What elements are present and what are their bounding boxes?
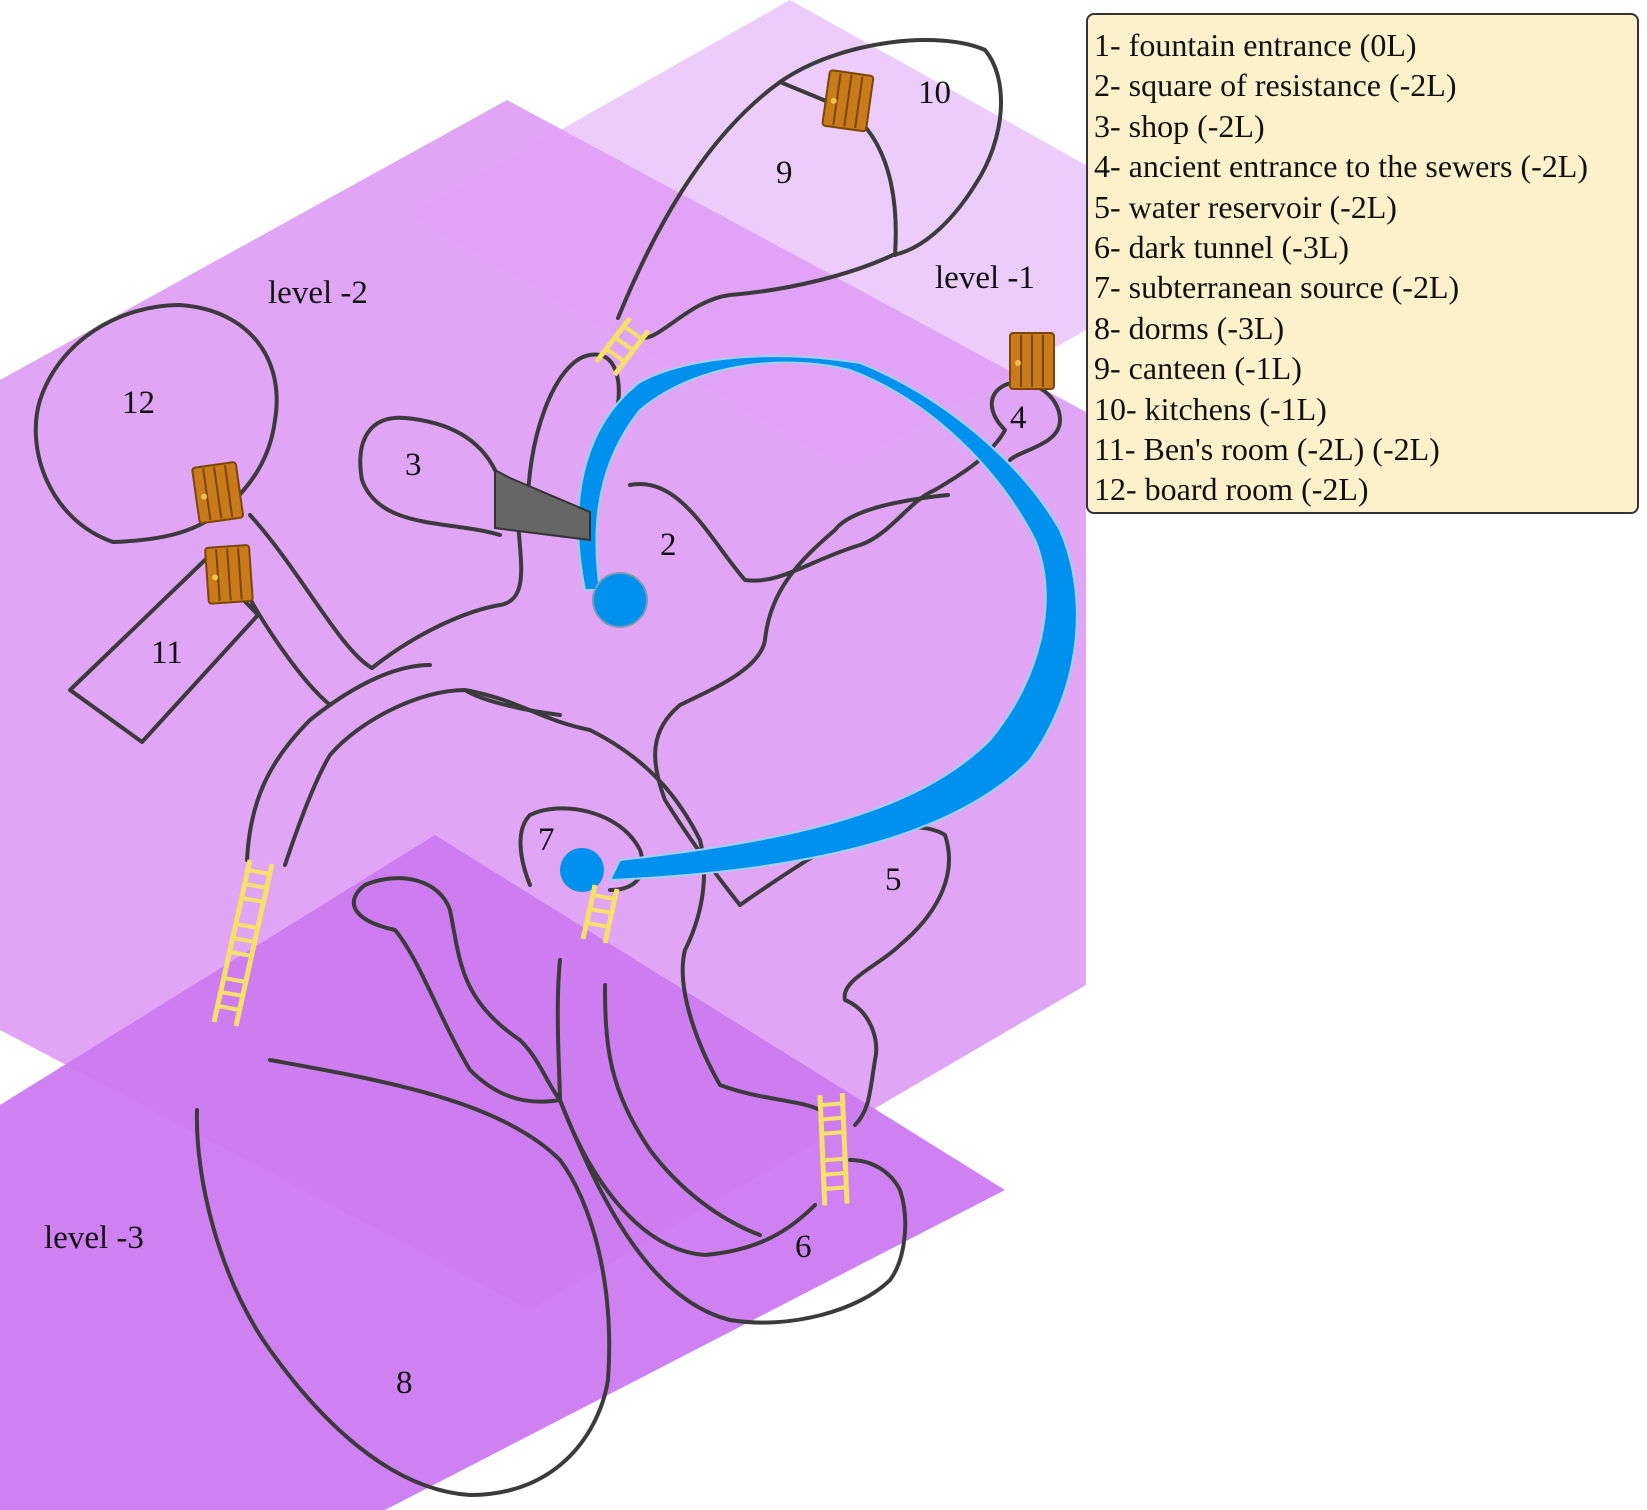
- legend-item: 3- shop (-2L): [1094, 107, 1265, 144]
- map-legend: 1- fountain entrance (0L) 2- square of r…: [1086, 13, 1639, 514]
- fountain-pool: [592, 572, 648, 628]
- level-label-minus-2: level -2: [268, 275, 368, 311]
- room-outline-2-main: [370, 453, 987, 670]
- corridor-2-outer-left: [245, 663, 822, 1112]
- source-pool: [560, 848, 604, 892]
- room-label-4: 4: [1010, 400, 1027, 436]
- wooden-door-icon: [204, 543, 254, 605]
- room-label-9: 9: [776, 155, 793, 191]
- legend-item: 2- square of resistance (-2L): [1094, 67, 1457, 104]
- corridor-2-5: [653, 493, 950, 907]
- room-outline-9-10: [616, 38, 1003, 340]
- corridor-8-7: [351, 876, 562, 1104]
- room-outline-4: [983, 380, 1062, 462]
- room-outline-8: [194, 1058, 612, 1497]
- room-label-7: 7: [538, 822, 555, 858]
- level-minus-3-plane: [0, 835, 1005, 1510]
- level-label-minus-3: level -3: [44, 1220, 144, 1256]
- legend-item: 11- Ben's room (-2L) (-2L): [1094, 431, 1440, 468]
- room-outline-3: [358, 415, 502, 537]
- legend-item: 8- dorms (-3L): [1094, 309, 1285, 346]
- legend-item: 10- kitchens (-1L): [1094, 390, 1327, 427]
- room-outline-6: [558, 1098, 908, 1325]
- legend-item: 1- fountain entrance (0L): [1094, 27, 1417, 63]
- room-outline-11: [68, 558, 260, 744]
- room-label-2: 2: [660, 527, 677, 563]
- legend-item: 6- dark tunnel (-3L): [1094, 229, 1350, 266]
- legend-item: 12- board room (-2L): [1094, 471, 1369, 508]
- wooden-door-icon: [191, 460, 245, 525]
- room-label-6: 6: [795, 1229, 812, 1265]
- legend-item: 9- canteen (-1L): [1094, 350, 1302, 387]
- corridor-7-bend: [463, 688, 562, 717]
- corridor-7-6: [555, 958, 817, 1257]
- room-label-8: 8: [396, 1365, 413, 1401]
- wooden-door-icon: [821, 69, 875, 133]
- legend-item: 4- ancient entrance to the sewers (-2L): [1094, 148, 1588, 185]
- room-label-11: 11: [151, 635, 183, 671]
- room-label-10: 10: [918, 75, 951, 111]
- room-label-3: 3: [405, 447, 422, 483]
- room-label-5: 5: [885, 862, 902, 898]
- water-channel: [577, 355, 1078, 882]
- wooden-door-icon: [1009, 332, 1055, 390]
- legend-item: 7- subterranean source (-2L): [1094, 269, 1460, 306]
- funnel-icon: [494, 468, 591, 542]
- level-label-minus-1: level -1: [935, 260, 1035, 296]
- room-label-12: 12: [122, 385, 155, 421]
- legend-item: 5- water reservoir (-2L): [1094, 188, 1397, 225]
